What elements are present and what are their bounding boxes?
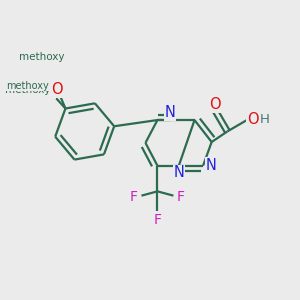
Text: N: N — [173, 165, 184, 180]
Text: F: F — [177, 190, 185, 204]
Text: O: O — [247, 112, 259, 127]
Text: F: F — [153, 214, 161, 227]
Text: O: O — [209, 97, 221, 112]
Text: O: O — [45, 84, 56, 98]
Text: N: N — [165, 105, 176, 120]
Text: methoxy: methoxy — [5, 85, 50, 95]
Text: O: O — [51, 82, 63, 98]
Text: F: F — [130, 190, 138, 204]
Text: methoxy: methoxy — [19, 52, 65, 62]
Text: N: N — [206, 158, 217, 173]
Text: methoxy: methoxy — [6, 81, 49, 91]
Text: H: H — [260, 113, 269, 126]
